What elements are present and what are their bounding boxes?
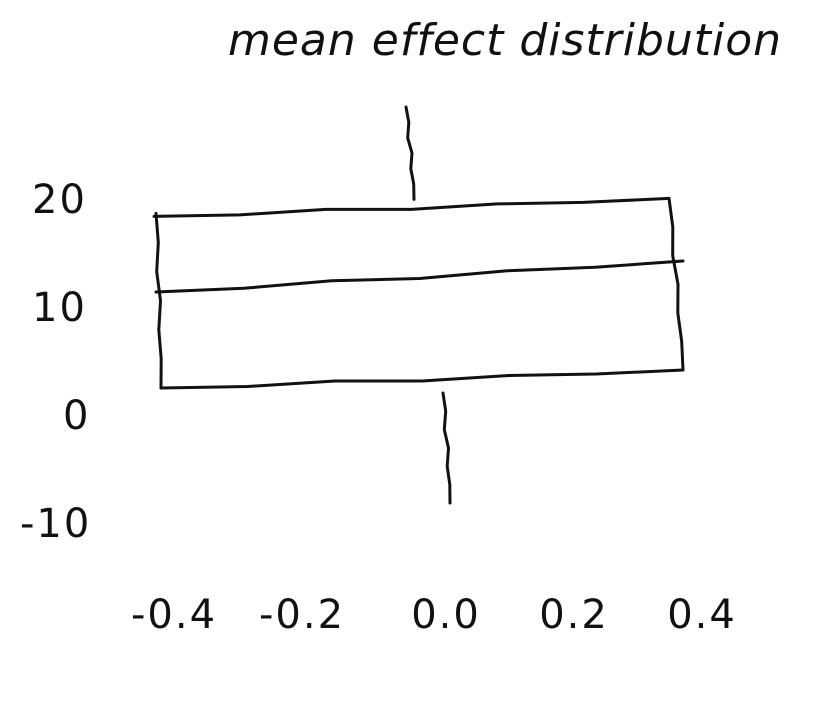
- y-tick-label: 20: [32, 177, 87, 223]
- median-line: [154, 259, 685, 294]
- x-tick-label: 0.0: [411, 592, 481, 638]
- x-axis-tick-labels: -0.4 -0.2 0.0 0.2 0.4: [131, 592, 737, 638]
- chart-title: mean effect distribution: [228, 15, 782, 66]
- upper-whisker: [404, 105, 416, 201]
- y-axis-tick-labels: 20 10 0 -10: [20, 177, 91, 547]
- x-tick-label: -0.4: [131, 592, 217, 638]
- y-tick-label: 0: [63, 393, 90, 439]
- box-plot-area: [152, 105, 685, 505]
- box-top-edge: [152, 196, 671, 218]
- x-tick-label: 0.4: [667, 592, 737, 638]
- y-tick-label: -10: [20, 501, 91, 547]
- lower-whisker: [441, 391, 452, 505]
- x-tick-label: -0.2: [259, 592, 345, 638]
- box-right-edge: [667, 196, 685, 372]
- x-tick-label: 0.2: [539, 592, 609, 638]
- box-bottom-edge: [159, 368, 685, 390]
- y-tick-label: 10: [32, 285, 87, 331]
- box-left-edge: [154, 211, 163, 390]
